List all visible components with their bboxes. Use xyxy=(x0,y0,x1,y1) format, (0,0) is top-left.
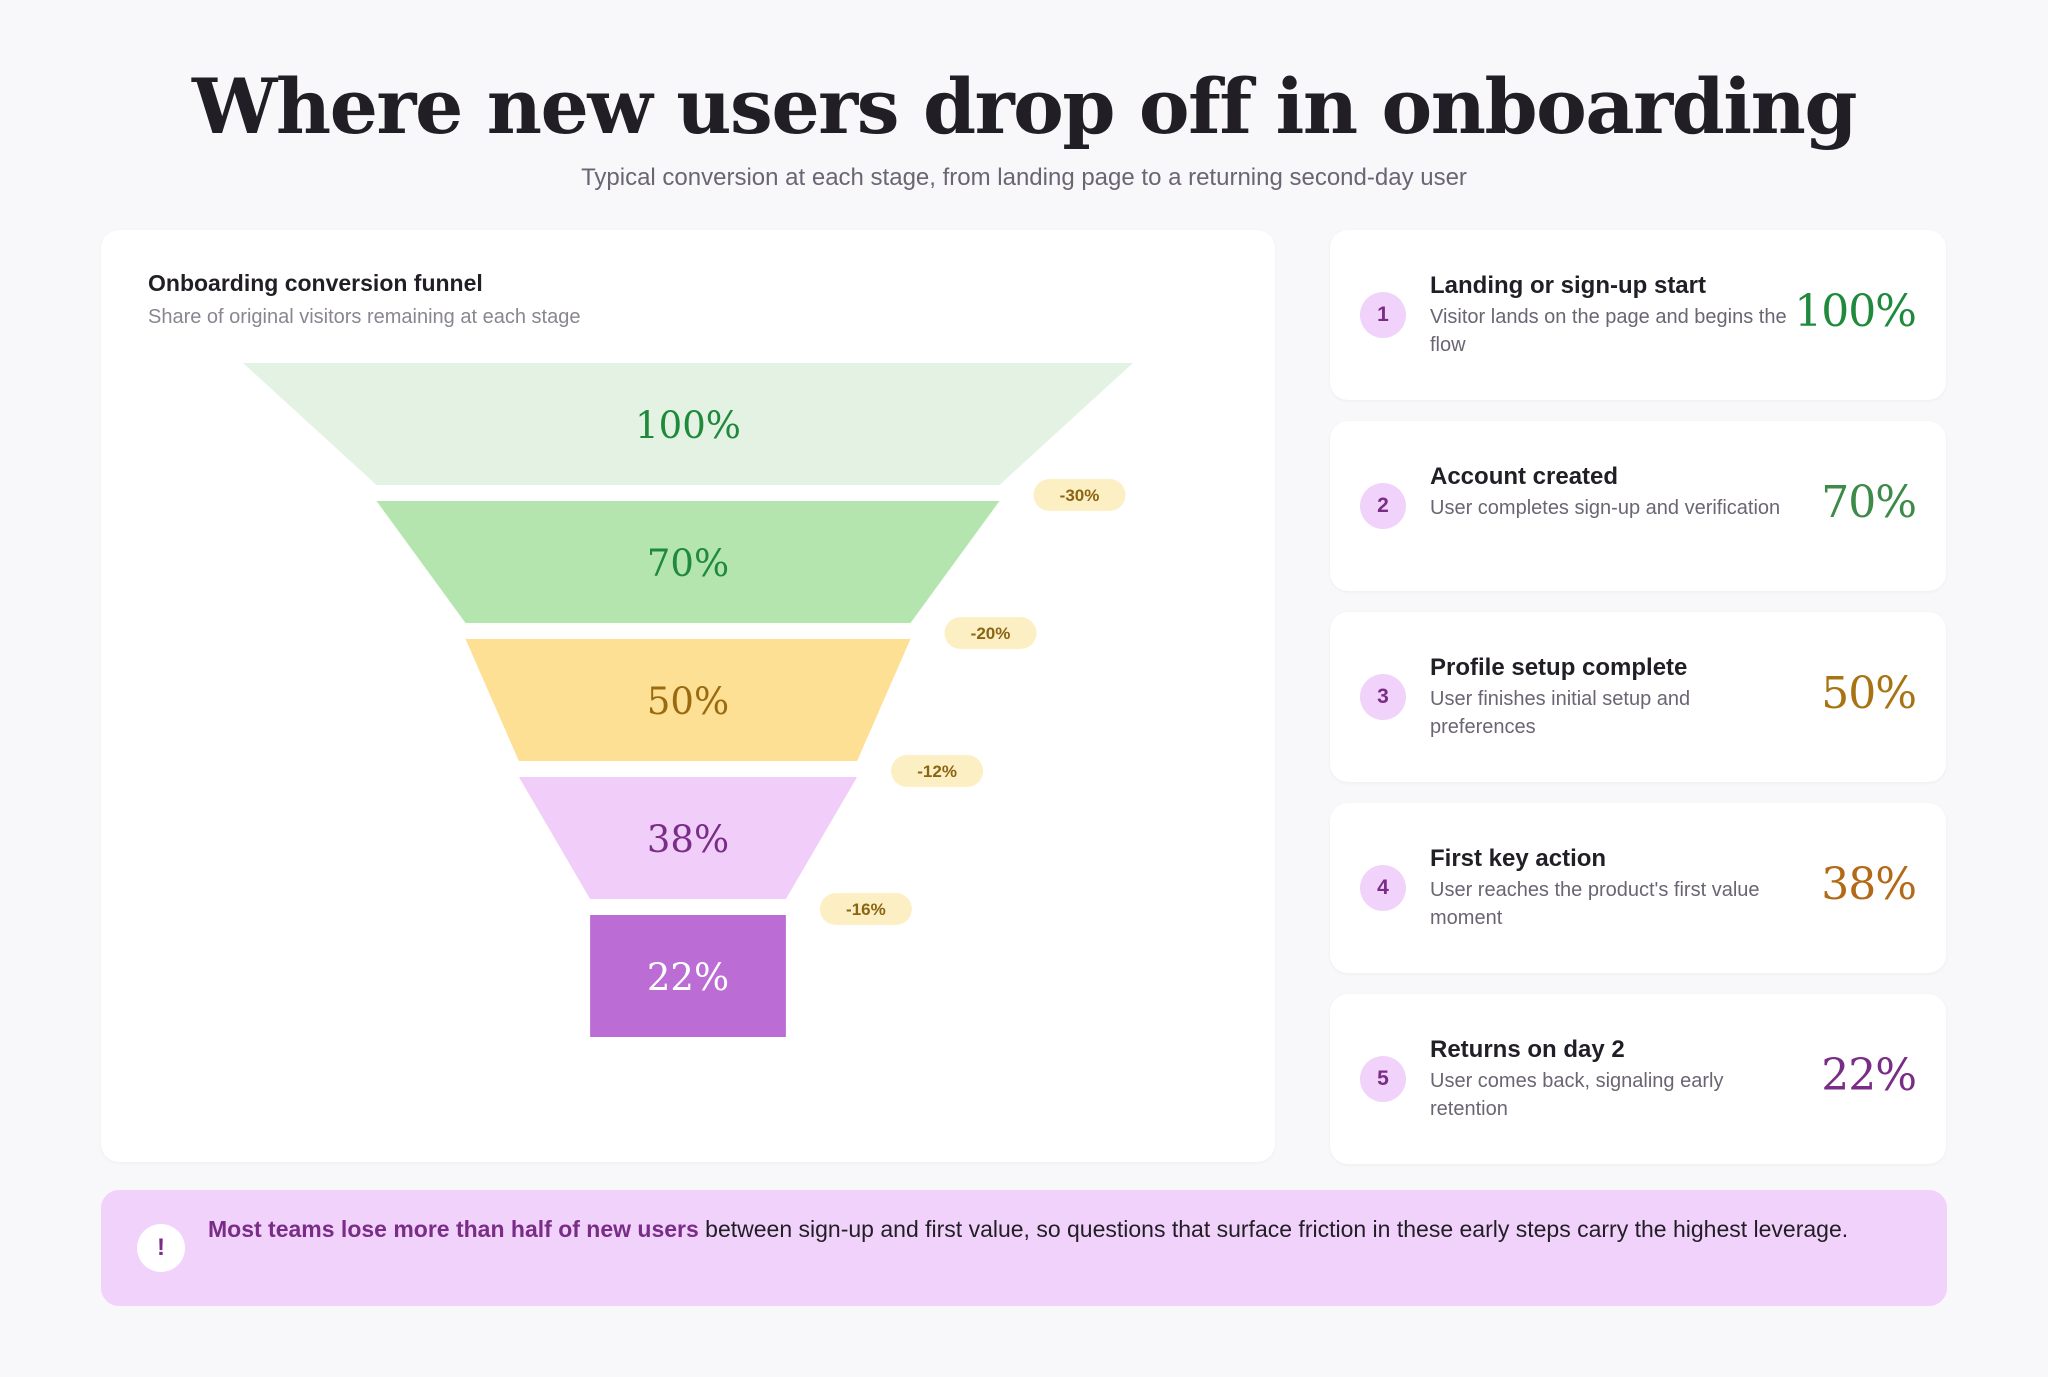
funnel-chart: 100% -30% 70% -20% 50% -12% 38% -16% 22% xyxy=(243,363,1133,1037)
stage-title: Profile setup complete xyxy=(1430,654,1688,681)
drop-badge xyxy=(891,755,984,787)
drop-badge-label: -20% xyxy=(971,624,1011,643)
stage-card-1: 1 Landing or sign-up start Visitor lands… xyxy=(1330,230,1946,400)
stage-percentage: 100% xyxy=(1794,286,1917,337)
drop-badge-label: -16% xyxy=(846,900,886,919)
drop-badge-label: -30% xyxy=(1060,486,1100,505)
funnel-value-label: 38% xyxy=(647,818,729,861)
stage-card-5: 5 Returns on day 2 User comes back, sign… xyxy=(1330,994,1946,1164)
funnel-segment-1 xyxy=(243,363,1133,485)
drop-badge-label: -12% xyxy=(917,762,957,781)
callout-body: between sign-up and first value, so ques… xyxy=(698,1216,1849,1242)
chart-title: Onboarding conversion funnel xyxy=(148,270,483,296)
funnel-segment-2 xyxy=(376,501,1000,623)
insight-callout: ! Most teams lose more than half of new … xyxy=(101,1190,1947,1306)
stage-percentage: 50% xyxy=(1821,668,1917,719)
funnel-segment-5 xyxy=(590,915,786,1037)
chart-subtitle: Share of original visitors remaining at … xyxy=(148,306,581,328)
stage-percentage: 38% xyxy=(1821,859,1917,910)
callout-text: Most teams lose more than half of new us… xyxy=(208,1212,1908,1247)
stage-title: Account created xyxy=(1430,463,1619,490)
stage-title: Returns on day 2 xyxy=(1430,1036,1625,1063)
alert-icon: ! xyxy=(137,1224,185,1272)
stage-title: First key action xyxy=(1430,845,1607,872)
funnel-value-label: 22% xyxy=(647,956,729,999)
stage-number-badge: 5 xyxy=(1360,1056,1406,1102)
stage-description: User completes sign-up and verification xyxy=(1430,497,1781,519)
funnel-segment-3 xyxy=(465,639,911,761)
page-subtitle: Typical conversion at each stage, from l… xyxy=(581,164,1467,191)
stage-card-3: 3 Profile setup complete User finishes i… xyxy=(1330,612,1946,782)
stage-description: User reaches the product's first value m… xyxy=(1430,879,1760,929)
page-title: Where new users drop off in onboarding xyxy=(191,62,1858,151)
funnel-chart-card: Onboarding conversion funnel Share of or… xyxy=(101,230,1275,1162)
stage-percentage: 22% xyxy=(1821,1050,1917,1101)
stage-title: Landing or sign-up start xyxy=(1430,272,1706,299)
stage-description: User comes back, signaling early retenti… xyxy=(1430,1070,1724,1120)
stage-card-4: 4 First key action User reaches the prod… xyxy=(1330,803,1946,973)
stage-number-badge: 4 xyxy=(1360,865,1406,911)
callout-highlight: Most teams lose more than half of new us… xyxy=(208,1216,699,1242)
funnel-value-label: 70% xyxy=(647,542,729,585)
stage-description: Visitor lands on the page and begins the… xyxy=(1430,306,1787,356)
funnel-segment-4 xyxy=(518,777,858,899)
stage-number-badge: 1 xyxy=(1360,292,1406,338)
stage-percentage: 70% xyxy=(1821,477,1917,528)
stage-number-badge: 2 xyxy=(1360,483,1406,529)
drop-badge xyxy=(819,893,912,925)
stage-card-2: 2 Account created User completes sign-up… xyxy=(1330,421,1946,591)
stage-description: User finishes initial setup and preferen… xyxy=(1430,688,1691,738)
drop-badge xyxy=(1033,479,1126,511)
funnel-value-label: 100% xyxy=(635,404,741,447)
funnel-value-label: 50% xyxy=(647,680,729,723)
drop-badge xyxy=(944,617,1037,649)
stage-number-badge: 3 xyxy=(1360,674,1406,720)
